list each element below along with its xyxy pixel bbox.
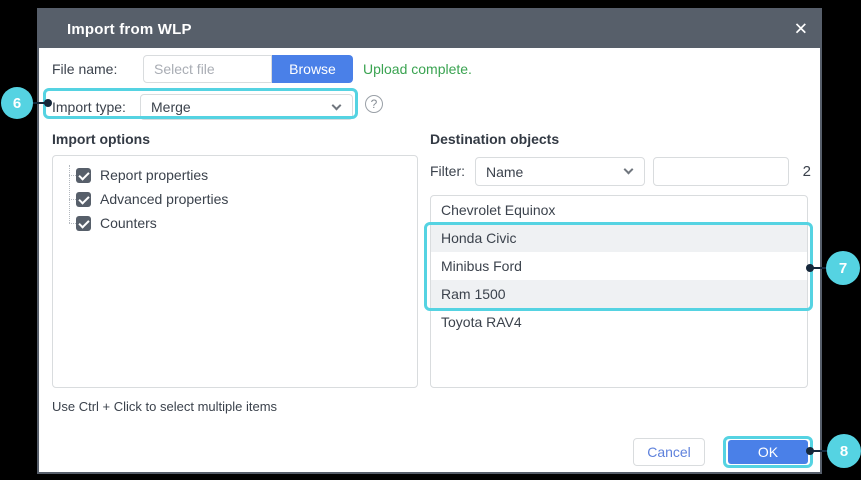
callout-connector-dot bbox=[806, 447, 814, 455]
import-type-value: Merge bbox=[151, 99, 191, 115]
option-advanced-properties[interactable]: Advanced properties bbox=[53, 187, 417, 211]
callout-connector-dot bbox=[44, 99, 52, 107]
callout-connector-line bbox=[810, 450, 829, 452]
multi-select-hint: Use Ctrl + Click to select multiple item… bbox=[52, 399, 278, 414]
import-options-box: Report properties Advanced properties Co… bbox=[52, 155, 418, 388]
callout-connector-dot bbox=[806, 264, 814, 272]
file-name-input[interactable] bbox=[143, 55, 272, 83]
import-options-tree: Report properties Advanced properties Co… bbox=[53, 156, 417, 235]
dialog-titlebar: Import from WLP ✕ bbox=[39, 10, 820, 48]
option-label: Report properties bbox=[100, 167, 209, 183]
option-label: Advanced properties bbox=[100, 191, 229, 207]
selected-count: 2 bbox=[802, 163, 811, 180]
list-item[interactable]: Minibus Ford bbox=[441, 258, 522, 274]
cancel-button[interactable]: Cancel bbox=[633, 438, 705, 466]
close-icon[interactable]: ✕ bbox=[793, 19, 808, 39]
import-type-select[interactable]: Merge bbox=[140, 94, 353, 120]
ok-button[interactable]: OK bbox=[728, 440, 808, 464]
checkbox-checked-icon[interactable] bbox=[76, 191, 91, 207]
import-type-label: Import type: bbox=[52, 99, 126, 115]
callout-badge-7: 7 bbox=[826, 251, 860, 285]
browse-button[interactable]: Browse bbox=[272, 55, 353, 83]
chevron-down-icon bbox=[623, 164, 634, 175]
option-counters[interactable]: Counters bbox=[53, 211, 417, 235]
callout-connector-line bbox=[28, 102, 48, 104]
callout-connector-line bbox=[812, 267, 830, 269]
destination-objects-list: Chevrolet Equinox Honda Civic Minibus Fo… bbox=[430, 195, 808, 388]
checkbox-checked-icon[interactable] bbox=[76, 215, 91, 231]
dialog-title: Import from WLP bbox=[67, 20, 192, 38]
list-item[interactable]: Chevrolet Equinox bbox=[441, 202, 556, 218]
file-picker-group: Browse bbox=[143, 55, 353, 83]
list-item[interactable]: Honda Civic bbox=[431, 224, 807, 252]
option-label: Counters bbox=[100, 215, 157, 231]
import-from-wlp-dialog: Import from WLP ✕ File name: Browse Uplo… bbox=[37, 8, 822, 474]
list-item[interactable]: Ram 1500 bbox=[431, 280, 807, 308]
callout-badge-6: 6 bbox=[1, 87, 33, 119]
import-options-heading: Import options bbox=[52, 131, 150, 147]
filter-label: Filter: bbox=[430, 163, 465, 179]
list-item[interactable]: Toyota RAV4 bbox=[441, 314, 522, 330]
tree-branch bbox=[69, 222, 76, 224]
destination-objects-heading: Destination objects bbox=[430, 131, 560, 147]
chevron-down-icon bbox=[331, 100, 342, 110]
upload-status-text: Upload complete. bbox=[363, 61, 472, 77]
tree-branch bbox=[69, 174, 76, 176]
option-report-properties[interactable]: Report properties bbox=[53, 163, 417, 187]
tree-branch bbox=[69, 198, 76, 200]
help-icon[interactable]: ? bbox=[365, 95, 383, 113]
callout-badge-8: 8 bbox=[827, 434, 861, 468]
filter-field-value: Name bbox=[486, 163, 524, 180]
checkbox-checked-icon[interactable] bbox=[76, 167, 91, 183]
file-name-label: File name: bbox=[52, 61, 118, 77]
filter-search-input[interactable] bbox=[653, 157, 789, 186]
filter-field-select[interactable]: Name bbox=[475, 157, 645, 186]
tree-line bbox=[69, 165, 70, 223]
